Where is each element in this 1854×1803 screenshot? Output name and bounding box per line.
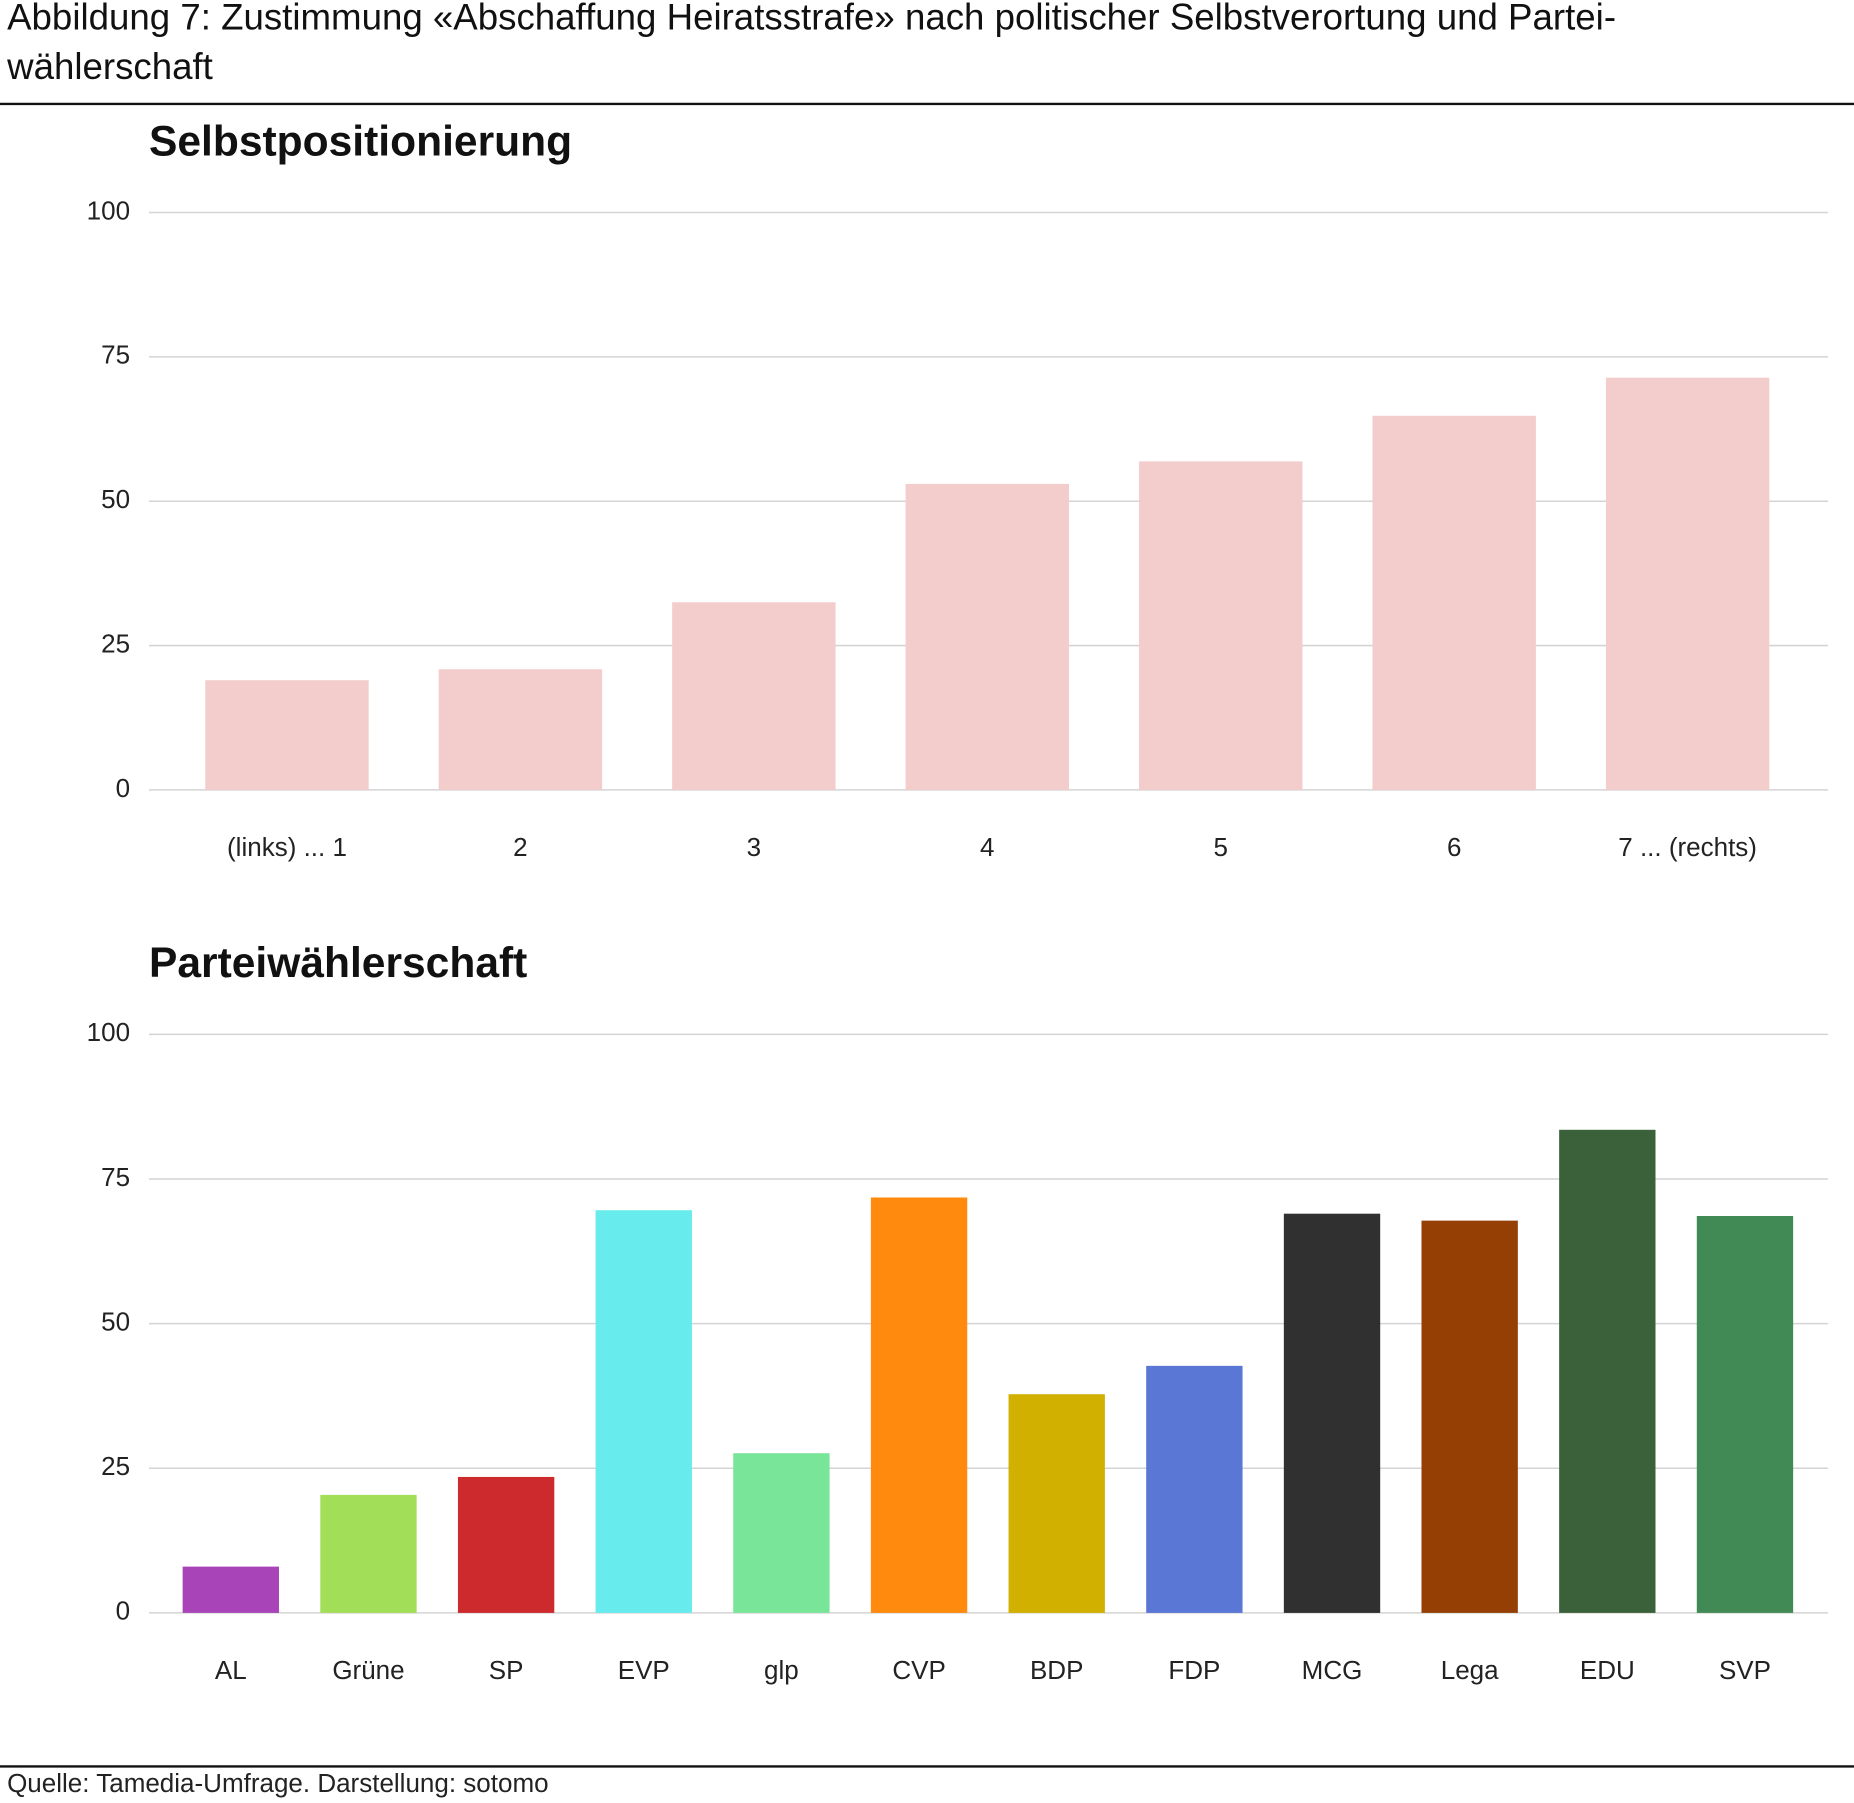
y-tick-label: 100 [87, 195, 130, 225]
y-tick-label: 100 [87, 1017, 130, 1047]
bar [1283, 1213, 1381, 1613]
x-tick-label: 6 [1447, 832, 1461, 862]
bar [1372, 415, 1536, 790]
x-tick-label: 4 [980, 832, 994, 862]
y-tick-label: 75 [101, 1162, 130, 1192]
x-tick-label: 2 [513, 832, 527, 862]
bar [1421, 1220, 1518, 1613]
bar [905, 483, 1070, 790]
x-tick-label: BDP [1030, 1655, 1083, 1685]
x-tick-label: EVP [618, 1655, 670, 1685]
figure-title: Abbildung 7: Zustimmung «Abschaffung Hei… [7, 0, 1617, 88]
y-tick-label: 25 [101, 1451, 130, 1481]
x-tick-label: CVP [892, 1655, 945, 1685]
bar [733, 1453, 830, 1613]
bar [438, 669, 603, 790]
y-tick-label: 0 [116, 1596, 130, 1626]
x-tick-label: Grüne [332, 1655, 404, 1685]
bar [320, 1494, 417, 1613]
x-tick-label: Lega [1441, 1655, 1499, 1685]
x-tick-label: 5 [1214, 832, 1228, 862]
x-tick-label: (links) ... 1 [227, 832, 347, 862]
y-tick-label: 0 [116, 773, 130, 803]
y-tick-label: 50 [101, 1306, 130, 1336]
x-tick-label: 3 [747, 832, 761, 862]
bar [870, 1197, 968, 1613]
x-tick-label: FDP [1168, 1655, 1220, 1685]
x-tick-label: glp [764, 1655, 799, 1685]
bar [1696, 1216, 1794, 1613]
header: Abbildung 7: Zustimmung «Abschaffung Hei… [7, 0, 1617, 88]
bar [1139, 461, 1303, 790]
y-tick-label: 50 [101, 484, 130, 514]
y-tick-label: 25 [101, 628, 130, 658]
bar [1146, 1365, 1243, 1613]
bar [1605, 377, 1770, 790]
bar [182, 1566, 279, 1613]
source: Quelle: Tamedia-Umfrage. Darstellung: so… [7, 1768, 548, 1798]
bar [457, 1476, 555, 1613]
x-tick-label: SP [489, 1655, 524, 1685]
bar [205, 680, 369, 790]
chart-title: Selbstpositionierung [149, 117, 572, 165]
bar [672, 602, 836, 790]
bar [595, 1210, 692, 1613]
x-tick-label: AL [215, 1655, 247, 1685]
bar [1008, 1394, 1105, 1613]
x-tick-label: EDU [1580, 1655, 1635, 1685]
chart-title: Parteiwählerschaft [149, 939, 527, 987]
x-tick-label: 7 ... (rechts) [1618, 832, 1757, 862]
x-tick-label: MCG [1302, 1655, 1363, 1685]
bar [1559, 1129, 1656, 1613]
x-tick-label: SVP [1719, 1655, 1771, 1685]
y-tick-label: 75 [101, 340, 130, 370]
